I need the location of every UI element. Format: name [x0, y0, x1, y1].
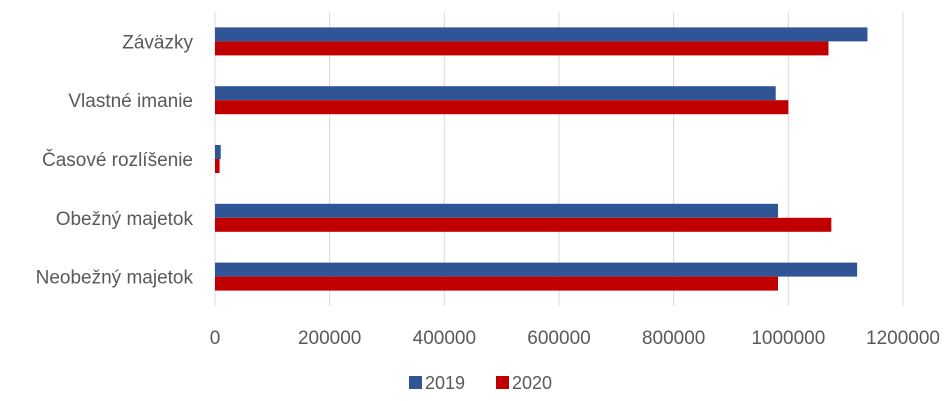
bar-2019 [215, 27, 868, 42]
x-tick-label: 1000000 [751, 328, 825, 349]
bar-2019 [215, 262, 858, 277]
legend-swatch-2020 [496, 376, 509, 389]
bar-2020 [215, 159, 220, 173]
bars [215, 27, 868, 291]
x-tick-labels: 0 200000 400000 600000 800000 1000000 1200000 [210, 328, 940, 349]
legend-label-2020: 2020 [512, 373, 552, 393]
legend-swatch-2019 [409, 376, 422, 389]
x-tick-label: 800000 [642, 328, 705, 349]
x-tick-label: 0 [210, 328, 221, 349]
legend: 2019 2020 [409, 373, 552, 393]
category-label: Vlastné imanie [68, 91, 193, 112]
bar-2019 [215, 145, 221, 159]
category-label: Neobežný majetok [36, 268, 194, 289]
category-labels: Záväzky Vlastné imanie Časové rozlíšenie Ob… [36, 32, 194, 288]
x-tick-label: 1200000 [866, 328, 940, 349]
bar-2020 [215, 41, 829, 56]
bar-2020 [215, 276, 779, 291]
bar-2020 [215, 100, 789, 115]
gridlines [214, 12, 904, 306]
category-label: Časové rozlíšenie [42, 149, 193, 171]
category-label: Záväzky [122, 32, 193, 53]
x-tick-label: 600000 [527, 328, 590, 349]
bar-2020 [215, 217, 832, 232]
legend-label-2019: 2019 [425, 373, 465, 393]
bar-2019 [215, 86, 776, 101]
bar-2019 [215, 203, 779, 218]
x-tick-label: 400000 [413, 328, 476, 349]
category-label: Obežný majetok [56, 209, 194, 230]
x-tick-label: 200000 [298, 328, 361, 349]
